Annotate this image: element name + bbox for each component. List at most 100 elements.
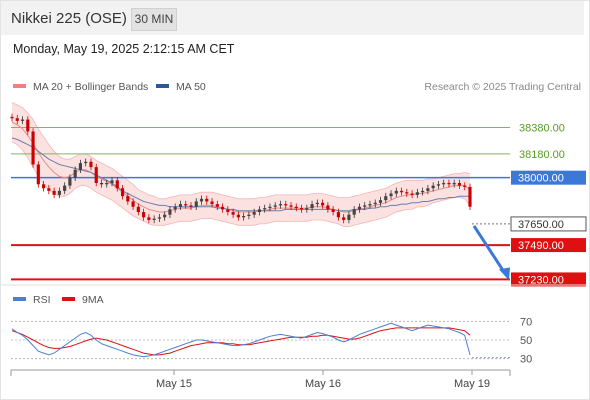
- rsi-line: [11, 322, 471, 358]
- candles: [10, 113, 472, 224]
- level-resistance: 38380.00: [11, 122, 565, 134]
- candle-body: [31, 131, 35, 165]
- candle-body: [99, 182, 104, 185]
- candle-body: [136, 206, 140, 213]
- x-tick-label: May 15: [156, 378, 192, 390]
- x-tick-label: May 19: [454, 378, 490, 390]
- candle-body: [115, 180, 119, 189]
- candle-body: [68, 177, 72, 186]
- candle-body: [205, 198, 209, 202]
- level-label: 38380.00: [519, 122, 565, 134]
- x-tick-label: May 16: [305, 378, 341, 390]
- candle-body: [20, 119, 25, 121]
- candle-body: [15, 118, 19, 121]
- candle-body: [89, 161, 93, 168]
- candle-body: [236, 214, 240, 218]
- candle-body: [284, 204, 288, 206]
- candle-body: [163, 214, 167, 218]
- price-legend: MA 20 + Bollinger Bands MA 50: [13, 81, 206, 93]
- candle-body: [252, 212, 256, 215]
- candle-body: [305, 208, 309, 210]
- candle-body: [189, 205, 193, 207]
- candle-body: [321, 202, 325, 206]
- candle-body: [331, 209, 335, 213]
- candle-body: [373, 202, 377, 205]
- rsi-tick-label: 70: [520, 316, 532, 328]
- level-resistance: 38180.00: [11, 149, 565, 161]
- candle-body: [421, 190, 425, 193]
- candle-body: [194, 201, 198, 207]
- candle-body: [405, 192, 409, 194]
- candle-body: [231, 212, 235, 215]
- candle-body: [220, 206, 225, 210]
- candle-body: [268, 206, 272, 209]
- timestamp: Monday, May 19, 2025 2:12:15 AM CET: [13, 42, 235, 56]
- candle-body: [47, 188, 51, 191]
- candle-body: [105, 182, 109, 185]
- interval-button[interactable]: 30 MIN: [131, 8, 177, 31]
- candle-body: [368, 204, 372, 206]
- candle-body: [173, 206, 177, 210]
- candle-body: [463, 185, 467, 187]
- candle-body: [263, 208, 267, 210]
- ma50-line: [11, 137, 470, 212]
- candle-body: [120, 188, 125, 197]
- candle-body: [468, 186, 472, 207]
- candle-body: [389, 193, 393, 197]
- legend-label: MA 20 + Bollinger Bands: [33, 81, 148, 93]
- legend-label: MA 50: [176, 81, 206, 93]
- candle-body: [278, 204, 283, 206]
- candle-body: [442, 182, 446, 185]
- candle-body: [347, 214, 351, 220]
- legend-swatch: [62, 297, 75, 301]
- legend-swatch: [13, 297, 26, 301]
- rsi-tick-label: 50: [520, 335, 532, 347]
- candle-body: [157, 217, 161, 219]
- candle-body: [342, 217, 346, 220]
- header-bar: Nikkei 225 (OSE) 30 MIN: [1, 1, 584, 35]
- candle-body: [226, 209, 230, 213]
- legend-swatch: [156, 84, 169, 88]
- candle-body: [52, 190, 56, 195]
- candle-body: [142, 212, 146, 218]
- candle-body: [426, 188, 430, 191]
- candle-body: [57, 190, 61, 195]
- candle-body: [63, 185, 67, 191]
- candle-body: [10, 116, 14, 119]
- candle-body: [294, 206, 298, 209]
- level-tag: [510, 216, 587, 232]
- level-support: 37490.00: [11, 238, 586, 253]
- rsi-legend: RSI 9MA: [13, 294, 104, 306]
- candle-body: [199, 198, 204, 202]
- candle-body: [78, 163, 83, 170]
- candle-body: [152, 218, 156, 220]
- level-label: 37650.00: [518, 219, 564, 231]
- candle-body: [457, 182, 462, 186]
- level-label: 38180.00: [519, 149, 565, 161]
- instrument-title: Nikkei 225 (OSE): [11, 10, 127, 27]
- level-label: 37490.00: [518, 240, 564, 252]
- bollinger-lower: [11, 141, 471, 227]
- candle-body: [36, 164, 40, 185]
- candle-body: [147, 217, 151, 220]
- candle-body: [315, 202, 319, 205]
- candle-body: [168, 209, 172, 215]
- candle-body: [42, 184, 46, 189]
- candle-body: [94, 167, 98, 183]
- candle-body: [452, 182, 456, 185]
- candle-body: [26, 119, 30, 132]
- candle-body: [73, 169, 77, 178]
- candle-body: [178, 204, 183, 207]
- candle-body: [131, 201, 135, 207]
- candle-body: [394, 190, 398, 194]
- candle-body: [431, 185, 435, 189]
- legend-label: 9MA: [82, 294, 104, 306]
- level-tag: [511, 272, 586, 287]
- candle-body: [336, 212, 340, 218]
- rsi-tick-label: 30: [520, 354, 532, 366]
- candle-body: [110, 180, 114, 183]
- candle-body: [242, 216, 246, 218]
- candle-body: [410, 193, 414, 195]
- candle-body: [299, 208, 304, 210]
